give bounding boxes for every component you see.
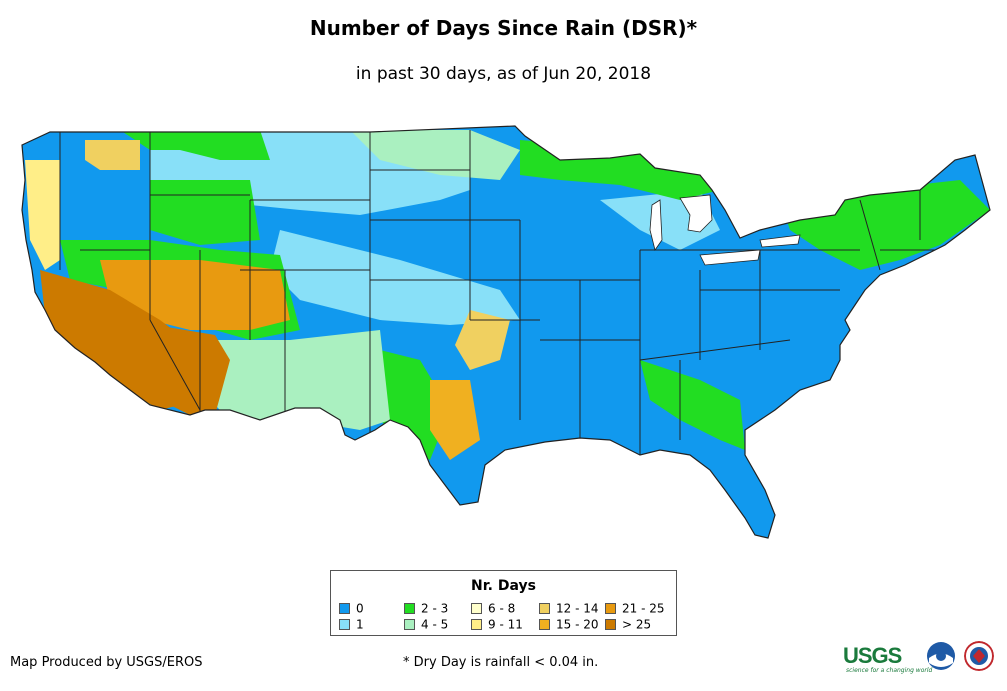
legend-label: 6 - 8 (488, 601, 516, 616)
legend-label: 9 - 11 (488, 617, 523, 632)
legend-label: 2 - 3 (421, 601, 449, 616)
dry-day-note: * Dry Day is rainfall < 0.04 in. (403, 655, 599, 670)
legend-label: 15 - 20 (556, 617, 599, 632)
legend-item-0: 0 (339, 602, 364, 615)
us-dsr-map (0, 120, 1007, 550)
usgs-tagline: science for a changing world (846, 667, 933, 674)
legend-label: 1 (356, 617, 364, 632)
noaa-logo-icon (927, 642, 955, 670)
legend-label: 12 - 14 (556, 601, 599, 616)
legend-title: Nr. Days (471, 578, 536, 594)
usgs-logo: USGS (843, 643, 902, 668)
legend-item-5: 9 - 11 (471, 618, 523, 631)
legend: Nr. Days 0 1 2 - 3 4 - 5 6 - 8 9 - 11 12… (330, 570, 677, 636)
legend-swatch (605, 603, 616, 614)
legend-swatch (339, 619, 350, 630)
legend-item-7: 15 - 20 (539, 618, 599, 631)
legend-swatch (404, 603, 415, 614)
nws-logo-icon (964, 641, 994, 671)
map-credit: Map Produced by USGS/EROS (10, 655, 203, 670)
legend-swatch (404, 619, 415, 630)
legend-swatch (605, 619, 616, 630)
legend-label: 4 - 5 (421, 617, 449, 632)
legend-label: 0 (356, 601, 364, 616)
legend-swatch (539, 603, 550, 614)
map-subtitle: in past 30 days, as of Jun 20, 2018 (355, 64, 652, 84)
legend-swatch (339, 603, 350, 614)
legend-swatch (539, 619, 550, 630)
map-title: Number of Days Since Rain (DSR)* (309, 16, 698, 40)
legend-swatch (471, 603, 482, 614)
legend-item-9: > 25 (605, 618, 651, 631)
legend-item-6: 12 - 14 (539, 602, 599, 615)
legend-item-4: 6 - 8 (471, 602, 515, 615)
legend-label: 21 - 25 (622, 601, 665, 616)
legend-item-3: 4 - 5 (404, 618, 448, 631)
legend-swatch (471, 619, 482, 630)
legend-item-1: 1 (339, 618, 364, 631)
legend-label: > 25 (622, 617, 652, 632)
legend-item-8: 21 - 25 (605, 602, 665, 615)
legend-item-2: 2 - 3 (404, 602, 448, 615)
